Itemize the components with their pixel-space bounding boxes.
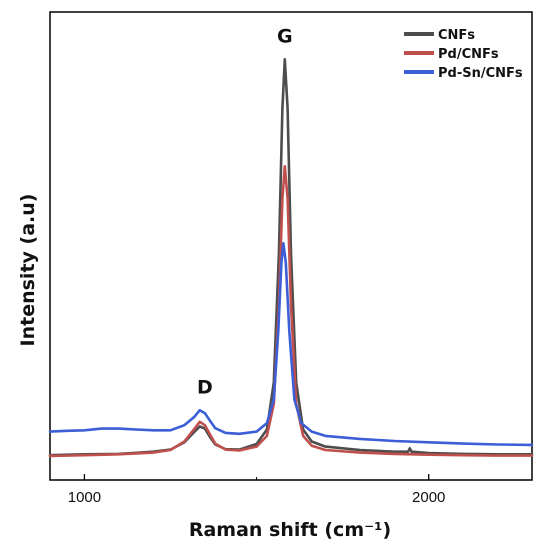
legend: CNFs Pd/CNFs Pd-Sn/CNFs	[404, 28, 523, 81]
plot-area	[49, 11, 533, 481]
peak-label-d: D	[197, 377, 213, 399]
legend-label-3: Pd-Sn/CNFs	[438, 66, 523, 81]
axes-layer: 1000 2000	[68, 474, 445, 506]
annotation-layer: DG	[197, 26, 293, 399]
legend-label-2: Pd/CNFs	[438, 47, 499, 62]
peak-label-g: G	[277, 26, 293, 48]
x-tick-label-2000: 2000	[412, 489, 445, 506]
series-line-3	[48, 242, 534, 447]
y-axis-title: Intensity (a.u)	[17, 194, 39, 347]
plot-frame	[49, 11, 533, 481]
x-axis-title: Raman shift (cm⁻¹)	[189, 519, 391, 541]
x-tick-label-1000: 1000	[68, 489, 101, 506]
legend-label-1: CNFs	[438, 28, 475, 43]
series-layer	[48, 57, 534, 458]
series-line-1	[48, 57, 534, 457]
